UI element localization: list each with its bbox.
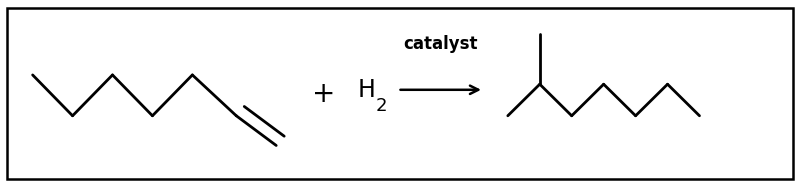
Text: +: +: [313, 79, 336, 108]
Text: H: H: [358, 78, 375, 102]
Text: 2: 2: [375, 97, 386, 116]
Text: catalyst: catalyst: [403, 35, 478, 53]
